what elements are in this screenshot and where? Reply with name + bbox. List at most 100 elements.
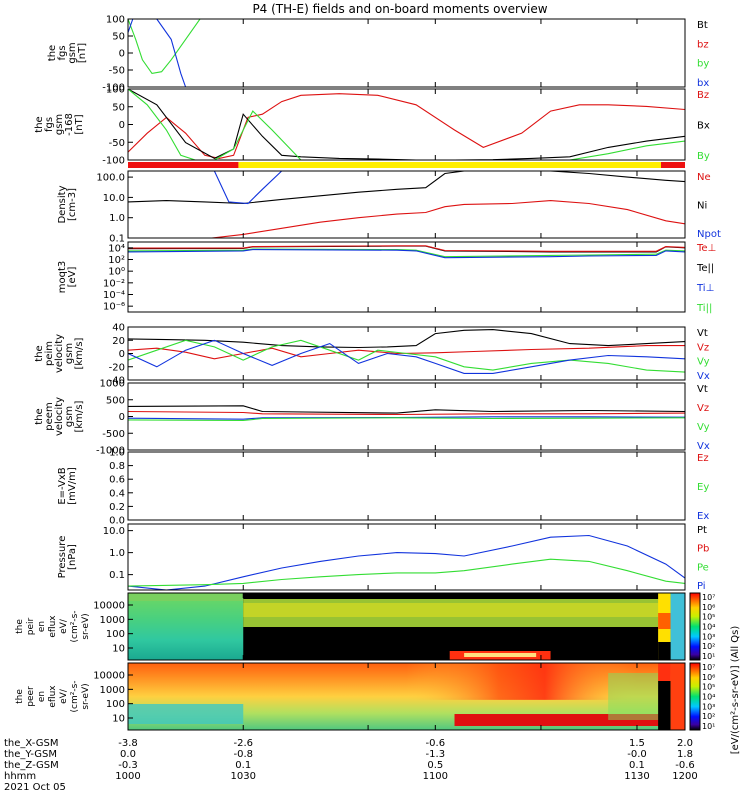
y-tick-label: 0.2 [109, 502, 125, 513]
legend-Ti⊥: Ti⊥ [696, 283, 714, 294]
colorbar-tick-label: 10¹ [702, 652, 715, 661]
y-tick-label: 10⁻⁴ [103, 290, 125, 301]
y-tick-label: 10⁻² [103, 278, 125, 289]
y-tick-label: 10000 [93, 671, 125, 682]
y-tick-label: 0 [119, 120, 125, 131]
legend-Bz: Bz [697, 90, 709, 101]
panel-peem-velocity: 1000 500 0 -500 -1000 the peem velocity gsm [km/s… [34, 379, 710, 457]
y-axis-label: velocity [54, 334, 65, 373]
panel-peer-en-eflux: 10000 1000 100 10 the peer en eflux eV/(cm²-s-sr… [15, 626, 741, 755]
panel-fgs-tail: 100 50 0 -50 -100 the fgs gsm -168 [nT] Bz Bx By [34, 85, 710, 168]
y-tick-label: 1000 [100, 615, 125, 626]
y-tick-label: 1.0 [109, 548, 125, 559]
panel-frame [127, 662, 686, 731]
y-tick-label: 0 [119, 49, 125, 60]
panel-frame [127, 451, 686, 521]
legend-Vt: Vt [697, 384, 708, 395]
legend-Pb: Pb [697, 544, 709, 555]
colorbar-tick-label: 10⁴ [702, 623, 715, 632]
y-axis-label: the [34, 116, 45, 132]
figure-title: P4 (TH-E) fields and on-board moments ov… [252, 2, 547, 16]
legend-Bt: Bt [697, 20, 708, 31]
legend-Ey: Ey [697, 482, 709, 493]
y-axis-label: peer [26, 686, 36, 707]
y-axis-label: eflux [48, 685, 58, 708]
y-tick-label: 0.4 [109, 488, 125, 499]
panel-fgs: 100 50 0 -50 -100 the fgs gsm [nT] Bt bz by bx [47, 15, 709, 94]
x-row-value: 1130 [624, 771, 649, 782]
x-row-label: the_X-GSM [4, 738, 58, 749]
y-axis-label: [nT] [77, 43, 88, 63]
legend-Vy: Vy [697, 357, 710, 368]
y-tick-label: -50 [109, 66, 125, 77]
y-tick-label: 10⁻⁶ [103, 302, 125, 313]
region-bar-segment [128, 162, 239, 168]
series-bx [128, 19, 187, 87]
series-Ni [128, 171, 685, 205]
series-Bx [128, 89, 685, 160]
y-tick-label: 40 [112, 323, 125, 334]
legend-Vt: Vt [697, 328, 708, 339]
y-tick-label: 0.1 [109, 570, 125, 581]
x-row-value: 0.1 [235, 760, 251, 771]
x-row-value: -0.0 [627, 749, 647, 760]
y-axis-label: peem [44, 402, 55, 430]
colorbar-label: [eV/(cm²-s-sr-eV)] (All Qs) [730, 626, 741, 755]
y-axis-label: eV/ [59, 688, 69, 704]
y-tick-label: 0.8 [109, 461, 125, 472]
y-tick-label: 100 [106, 629, 125, 640]
x-row-value: 0.1 [629, 760, 645, 771]
colorbar-tick-label: 10² [702, 712, 715, 721]
series-by [128, 19, 220, 75]
y-tick-label: 1000 [100, 379, 125, 390]
x-row-value: 1200 [672, 771, 697, 782]
y-axis-label: en [37, 691, 47, 702]
legend-Te⊥: Te⊥ [696, 243, 716, 254]
y-tick-label: 1.0 [109, 213, 125, 224]
spectrogram-image [128, 593, 685, 660]
spectrogram-band [658, 613, 671, 629]
x-row-value: -1.3 [426, 749, 446, 760]
y-axis-label: Pressure [57, 536, 68, 579]
y-tick-label: -20 [109, 362, 125, 373]
x-row-value: 1.8 [677, 749, 693, 760]
x-row-value: -3.8 [118, 738, 138, 749]
y-axis-label: the [15, 619, 25, 634]
y-axis-label: gsm [54, 114, 65, 135]
y-axis-label: (cm²-s- [70, 610, 80, 642]
y-axis-label: en [37, 621, 47, 632]
colorbar-tick-label: 10⁴ [702, 693, 715, 702]
legend-Pi: Pi [697, 581, 706, 592]
spectrogram-band [608, 673, 661, 720]
colorbar-tick-label: 10⁷ [702, 663, 715, 672]
panel-peim-velocity: 40 20 0 -20 -40 the peim velocity gsm [km/s] Vt Vz V… [34, 323, 710, 387]
y-axis-label: sr-eV) [81, 613, 91, 639]
legend-Pt: Pt [697, 525, 707, 536]
y-tick-label: -100 [102, 83, 125, 94]
spectrogram-image [128, 663, 685, 730]
x-row-value: 1100 [423, 771, 448, 782]
x-row-label: hhmm [4, 771, 36, 782]
colorbar-tick-label: 10⁶ [702, 603, 715, 612]
legend-bz: bz [697, 39, 709, 50]
x-row-value: -0.3 [118, 760, 138, 771]
y-axis-label: sr-eV) [81, 683, 91, 709]
y-tick-label: 0.6 [109, 475, 125, 486]
colorbar [689, 592, 701, 661]
y-tick-label: 0 [119, 349, 125, 360]
series-Bz [128, 93, 685, 159]
y-axis-label: the [47, 45, 58, 61]
y-axis-label: gsm [64, 343, 75, 364]
y-tick-label: 10 [112, 644, 125, 655]
y-tick-label: 10² [108, 255, 125, 266]
x-row-value: -0.6 [675, 760, 695, 771]
y-axis-label: gsm [64, 406, 75, 427]
legend-By: By [697, 151, 710, 162]
legend-Vx: Vx [697, 371, 710, 382]
y-tick-label: 10000 [93, 601, 125, 612]
colorbar-tick-label: 10³ [702, 632, 715, 641]
y-axis-label: [nPa] [67, 544, 78, 570]
panel-density: 100.0 10.0 1.0 0.1 Density [cm-3] Ne Ni Npot [57, 170, 721, 245]
